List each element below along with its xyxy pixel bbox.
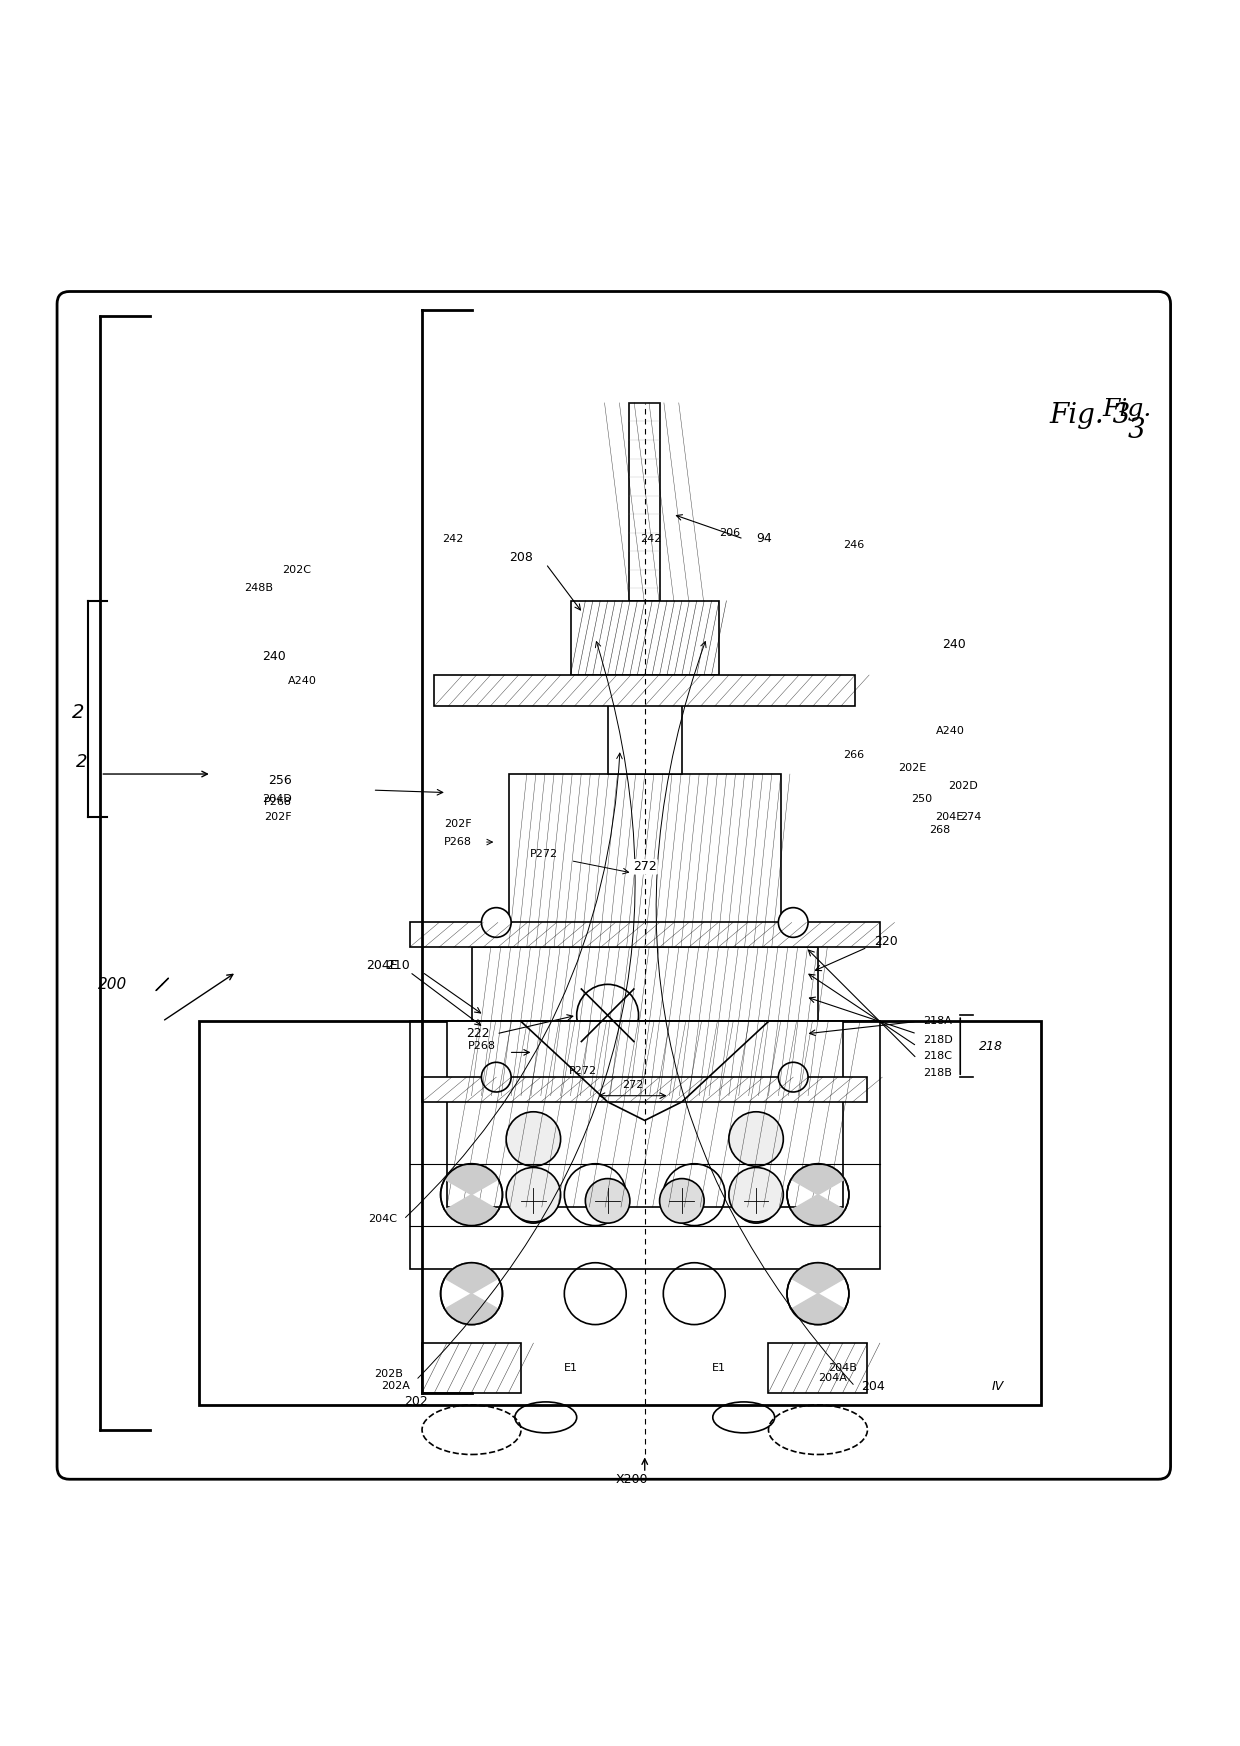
Text: P268: P268 [444, 836, 471, 847]
Circle shape [481, 908, 511, 938]
Circle shape [729, 1112, 784, 1166]
Text: X200: X200 [616, 1472, 649, 1486]
Text: 210: 210 [386, 959, 409, 973]
Text: 208: 208 [510, 552, 533, 564]
Text: 218B: 218B [923, 1069, 952, 1079]
Text: 242: 242 [443, 534, 464, 545]
Circle shape [779, 908, 808, 938]
Circle shape [481, 1062, 511, 1091]
Text: IV: IV [991, 1379, 1003, 1393]
Text: 218A: 218A [923, 1016, 952, 1027]
Circle shape [511, 1179, 556, 1224]
Text: 94: 94 [756, 533, 771, 545]
Text: 202A: 202A [381, 1381, 409, 1392]
Bar [434, 676, 856, 705]
Bar [446, 1021, 843, 1206]
Bar [422, 1077, 868, 1102]
Text: 256: 256 [268, 773, 293, 787]
Text: 268: 268 [929, 824, 951, 835]
Text: 222: 222 [466, 1027, 490, 1041]
Text: 204D: 204D [263, 794, 293, 803]
Text: 202: 202 [404, 1395, 428, 1407]
Wedge shape [791, 1165, 844, 1194]
Text: 218C: 218C [923, 1051, 952, 1062]
Text: 266: 266 [843, 751, 864, 761]
Text: A240: A240 [288, 676, 317, 686]
Circle shape [585, 1179, 630, 1224]
Circle shape [729, 1168, 784, 1222]
Text: 246: 246 [843, 540, 864, 550]
Text: P268: P268 [264, 798, 293, 807]
Text: 202B: 202B [374, 1369, 403, 1379]
Text: E1: E1 [563, 1364, 578, 1372]
Text: 2: 2 [72, 702, 84, 721]
Text: 248B: 248B [244, 583, 274, 594]
Text: 3: 3 [1127, 417, 1145, 443]
Text: 204A: 204A [818, 1372, 847, 1383]
Wedge shape [791, 1294, 844, 1325]
Text: 220: 220 [874, 934, 898, 948]
Bar [769, 1343, 868, 1393]
Circle shape [506, 1168, 560, 1222]
Text: 202D: 202D [947, 782, 977, 791]
Bar [200, 1021, 1040, 1406]
Text: 204E: 204E [366, 959, 397, 973]
Bar [508, 773, 781, 948]
Text: 272: 272 [621, 1079, 644, 1090]
Text: E1: E1 [712, 1364, 725, 1372]
Wedge shape [791, 1194, 844, 1226]
Text: 218D: 218D [923, 1035, 952, 1046]
Text: Fig.: Fig. [1102, 398, 1152, 421]
Wedge shape [445, 1294, 498, 1325]
Wedge shape [445, 1194, 498, 1226]
Text: 274: 274 [960, 812, 982, 822]
Bar [608, 700, 682, 773]
Text: 204C: 204C [368, 1215, 397, 1224]
Text: 200: 200 [98, 976, 128, 992]
Text: 204E: 204E [935, 812, 963, 822]
Wedge shape [791, 1262, 844, 1294]
Text: P272: P272 [569, 1067, 596, 1076]
Wedge shape [445, 1262, 498, 1294]
Text: 2: 2 [76, 753, 88, 770]
Text: 242: 242 [640, 534, 662, 545]
Text: 250: 250 [910, 794, 932, 803]
Circle shape [506, 1112, 560, 1166]
Bar [422, 1343, 521, 1393]
Text: 240: 240 [262, 650, 286, 663]
Bar [471, 948, 818, 1096]
Circle shape [734, 1179, 779, 1224]
Text: Fig. 3: Fig. 3 [1049, 402, 1131, 430]
Bar [409, 1021, 880, 1269]
Circle shape [779, 1062, 808, 1091]
Text: P268: P268 [469, 1041, 496, 1051]
Text: 204: 204 [862, 1379, 885, 1393]
Bar [629, 403, 660, 601]
Text: 272: 272 [632, 861, 657, 873]
Text: 202E: 202E [898, 763, 926, 773]
Text: A240: A240 [935, 726, 965, 735]
Text: 206: 206 [719, 527, 740, 538]
Text: P272: P272 [529, 850, 558, 859]
Wedge shape [445, 1165, 498, 1194]
Text: 202F: 202F [264, 812, 293, 822]
Bar [409, 922, 880, 948]
Bar [570, 601, 719, 676]
Text: 202F: 202F [444, 819, 471, 829]
Text: 204B: 204B [828, 1364, 857, 1372]
Text: 218: 218 [978, 1039, 1003, 1053]
Text: 202C: 202C [281, 566, 311, 574]
Circle shape [660, 1179, 704, 1224]
Text: 240: 240 [941, 637, 966, 651]
